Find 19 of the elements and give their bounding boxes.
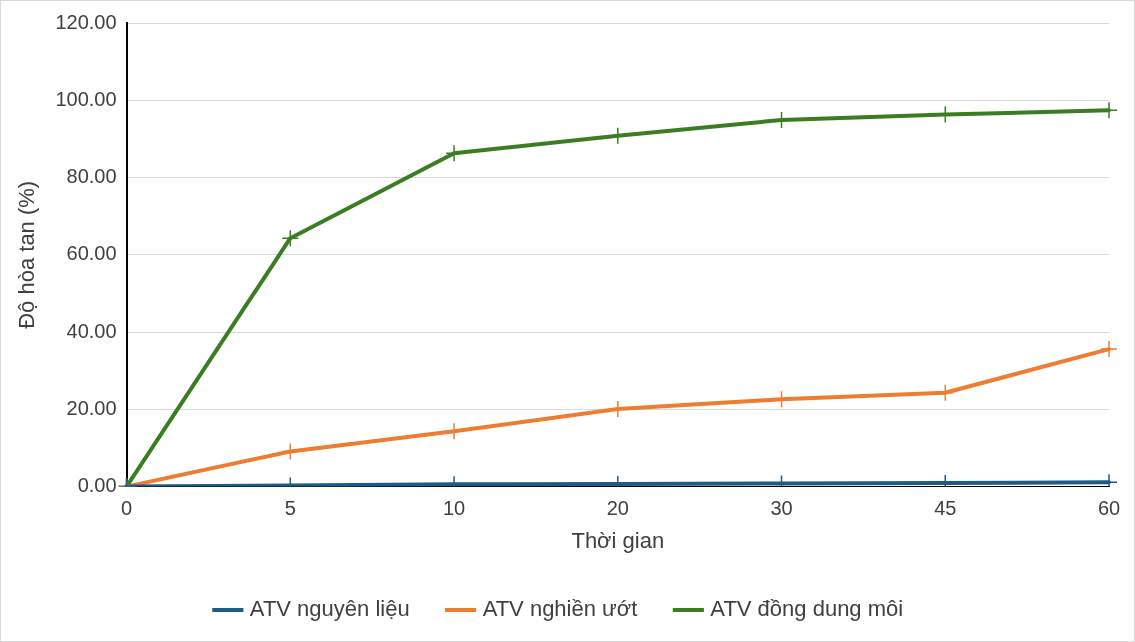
y-tick-label: 80.00 [66,165,117,188]
legend-label: ATV đồng dung môi [710,596,904,622]
x-axis-title: Thời gian [571,527,665,553]
legend-label: ATV nghiền ướt [482,596,638,622]
y-tick-label: 0.00 [77,474,117,497]
x-tick-label: 0 [121,497,133,520]
x-tick-label: 10 [442,497,466,520]
legend-label: ATV nguyên liệu [249,596,410,622]
y-tick-label: 100.00 [55,87,117,110]
x-tick-label: 30 [770,497,793,520]
y-tick-label: 20.00 [66,396,117,419]
x-tick-label: 60 [1097,497,1121,520]
y-axis-title: Độ hòa tan (%) [14,180,40,329]
y-tick-label: 60.00 [66,242,117,265]
y-tick-label: 120.00 [55,10,117,33]
x-tick-label: 20 [606,497,629,520]
x-tick-label: 5 [284,497,296,520]
x-tick-label: 45 [934,497,957,520]
y-tick-label: 40.00 [66,319,117,342]
